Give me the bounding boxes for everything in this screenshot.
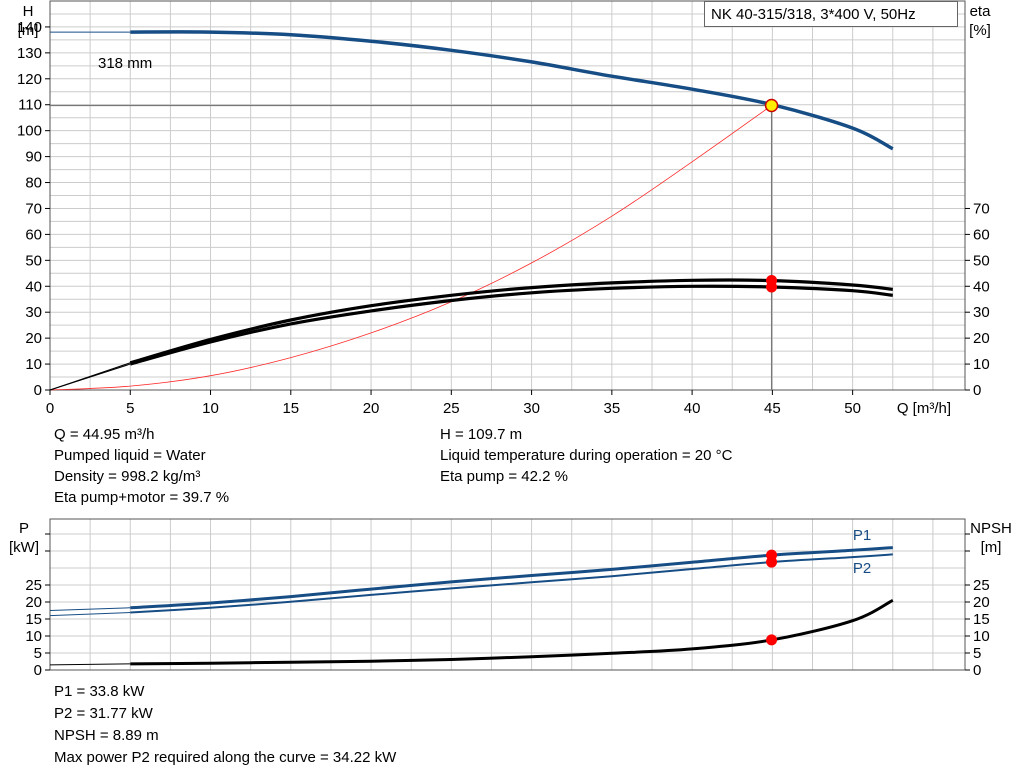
y-right-tick-label: 70	[973, 200, 990, 217]
x-tick-label: 10	[202, 400, 219, 417]
head-eta-chart: 0102030405060708090100110120130140010203…	[17, 0, 992, 417]
plot-frame	[49, 518, 966, 671]
y-tick-label: 90	[25, 149, 42, 166]
y-tick-label: 100	[17, 123, 42, 140]
y-right-tick-label: 50	[973, 252, 990, 269]
eta-pump-motor-curve-extension	[49, 363, 131, 391]
info-max-power: Max power P2 required along the curve = …	[54, 749, 397, 766]
y-tick-label: 10	[25, 628, 42, 645]
y-right-tick-label: 25	[973, 577, 990, 594]
y-tick-label: 120	[17, 71, 42, 88]
y-right-tick-label: 10	[973, 628, 990, 645]
y-right-tick-label: 10	[973, 356, 990, 373]
plot-frame	[49, 0, 966, 391]
x-tick-label: 15	[282, 400, 299, 417]
p2-curve-extension	[49, 612, 131, 617]
y-tick-label: 0	[34, 382, 42, 399]
p2-curve-marker	[766, 556, 778, 568]
info-h: H = 109.7 m	[440, 426, 523, 443]
y-tick-label: 0	[34, 662, 42, 679]
x-tick-label: 25	[443, 400, 460, 417]
y-right-tick-label: 20	[973, 330, 990, 347]
info-q: Q = 44.95 m³/h	[54, 426, 155, 443]
y-tick-label: 50	[25, 252, 42, 269]
y-right-tick-label: 30	[973, 304, 990, 321]
x-tick-label: 20	[363, 400, 380, 417]
y-tick-label: 25	[25, 577, 42, 594]
info-eta-pump-motor: Eta pump+motor = 39.7 %	[54, 489, 230, 506]
operating-point-marker	[764, 98, 779, 113]
y-right-tick-label: 5	[973, 645, 981, 662]
x-axis-label: Q [m³/h]	[897, 400, 951, 417]
curve-label: 318 mm	[98, 55, 152, 72]
y-tick-label: 140	[17, 19, 42, 36]
y-tick-label: 110	[18, 97, 42, 114]
chart-title-box: NK 40-315/318, 3*400 V, 50Hz	[704, 1, 958, 27]
p1-curve-extension	[49, 607, 131, 611]
y-right-tick-label: 20	[973, 594, 990, 611]
x-tick-label: 30	[523, 400, 540, 417]
y-right-axis-unit: [%]	[969, 22, 991, 39]
p1-curve	[130, 546, 893, 610]
y-axis-label: P	[19, 520, 29, 537]
y-axis-unit: [m]	[18, 22, 39, 39]
y-tick-label: 5	[34, 645, 42, 662]
y-right-axis-label: NPSH	[970, 520, 1012, 537]
system-curve	[49, 105, 772, 391]
y-right-tick-label: 40	[973, 278, 990, 295]
y-right-tick-label: 60	[973, 226, 990, 243]
eta-pump-curve	[129, 278, 893, 365]
y-tick-label: 15	[25, 611, 42, 628]
npsh-curve	[130, 598, 894, 666]
y-axis-label: H	[23, 3, 34, 20]
y-axis-unit: [kW]	[9, 539, 39, 556]
info-p1: P1 = 33.8 kW	[54, 683, 145, 700]
y-right-axis-label: eta	[970, 3, 992, 20]
y-tick-label: 20	[25, 594, 42, 611]
chart-title: NK 40-315/318, 3*400 V, 50Hz	[711, 6, 916, 23]
info-eta-pump: Eta pump = 42.2 %	[440, 468, 568, 485]
x-tick-label: 0	[46, 400, 54, 417]
eta-pump-motor-marker	[766, 281, 778, 293]
y-tick-label: 130	[17, 45, 42, 62]
y-tick-label: 20	[25, 330, 42, 347]
y-right-tick-label: 0	[973, 662, 981, 679]
y-tick-label: 70	[25, 200, 42, 217]
series-label-p1: P1	[853, 527, 871, 544]
y-tick-label: 30	[25, 304, 42, 321]
x-tick-label: 40	[684, 400, 701, 417]
series-label-p2: P2	[853, 560, 871, 577]
y-right-tick-label: 15	[973, 611, 990, 628]
y-tick-label: 60	[25, 226, 42, 243]
info-density: Density = 998.2 kg/m³	[54, 468, 201, 485]
x-tick-label: 45	[764, 400, 781, 417]
x-tick-label: 5	[126, 400, 134, 417]
x-tick-label: 50	[844, 400, 861, 417]
p2-curve	[130, 553, 893, 614]
info-npsh: NPSH = 8.89 m	[54, 727, 159, 744]
head-curve	[130, 30, 894, 151]
y-tick-label: 40	[25, 278, 42, 295]
info-liquid-temp: Liquid temperature during operation = 20…	[440, 447, 733, 464]
npsh-curve-extension	[49, 663, 131, 666]
eta-pump-motor-curve	[129, 284, 893, 366]
y-right-tick-label: 0	[973, 382, 981, 399]
info-p2: P2 = 31.77 kW	[54, 705, 153, 722]
y-tick-label: 80	[25, 175, 42, 192]
y-tick-label: 10	[25, 356, 42, 373]
y-right-axis-unit: [m]	[981, 539, 1002, 556]
x-tick-label: 35	[603, 400, 620, 417]
info-pumped-liquid: Pumped liquid = Water	[54, 447, 206, 464]
npsh-curve-marker	[766, 634, 778, 646]
